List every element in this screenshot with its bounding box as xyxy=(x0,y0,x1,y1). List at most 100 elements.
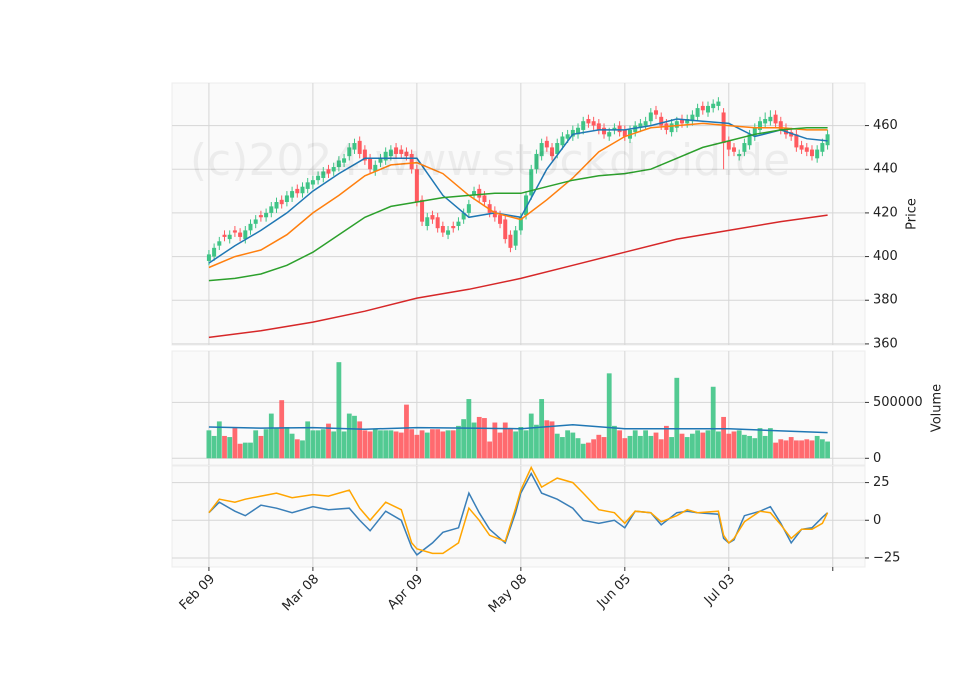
candle-body xyxy=(596,123,601,130)
volume-bar xyxy=(705,430,711,459)
candle-body xyxy=(352,143,357,150)
y-tick-label: 420 xyxy=(873,205,898,220)
volume-bar xyxy=(565,430,571,459)
volume-bar xyxy=(346,413,352,459)
volume-bar xyxy=(664,425,669,459)
candle-body xyxy=(659,116,664,126)
volume-bar xyxy=(206,430,212,459)
volume-bar xyxy=(669,437,675,459)
volume-bar xyxy=(341,431,347,459)
candle-body xyxy=(430,215,435,220)
volume-bar xyxy=(320,429,326,459)
candle-body xyxy=(705,105,710,113)
volume-bar xyxy=(809,440,815,459)
candle-body xyxy=(394,147,399,154)
candle-body xyxy=(316,175,321,181)
candle-body xyxy=(347,147,352,157)
volume-bar xyxy=(497,432,503,459)
candle-body xyxy=(378,158,383,163)
candle-body xyxy=(685,119,690,124)
volume-bar xyxy=(544,420,550,459)
volume-bar xyxy=(300,440,305,459)
candle-body xyxy=(326,169,331,174)
volume-bar xyxy=(643,430,649,459)
volume-bar xyxy=(575,438,581,459)
volume-bar xyxy=(638,435,643,459)
candle-body xyxy=(539,143,544,157)
volume-bar xyxy=(767,428,773,459)
volume-bar xyxy=(289,433,295,459)
volume-bar xyxy=(502,422,508,459)
candle-body xyxy=(222,234,227,237)
candle-body xyxy=(274,201,279,209)
candle-body xyxy=(544,140,549,148)
y-axis-label: Price xyxy=(905,198,920,230)
volume-bar xyxy=(414,434,420,459)
candle-body xyxy=(680,119,685,124)
y-tick-label: 0 xyxy=(873,513,881,528)
candle-body xyxy=(763,119,768,124)
candle-body xyxy=(529,169,534,196)
x-tick-label: Jun 05 xyxy=(594,572,634,612)
candle-body xyxy=(586,119,591,124)
candle-body xyxy=(737,153,742,157)
volume-bar xyxy=(596,434,602,459)
candle-body xyxy=(212,247,217,257)
candle-body xyxy=(711,103,716,109)
candle-body xyxy=(815,149,820,159)
candle-body xyxy=(513,230,518,246)
volume-bar xyxy=(232,428,238,459)
volume-bar xyxy=(216,421,222,459)
x-tick-label: Jul 03 xyxy=(701,572,738,609)
volume-bar xyxy=(440,431,446,459)
volume-bar xyxy=(617,430,623,459)
candle-body xyxy=(456,221,461,227)
candle-body xyxy=(742,143,747,152)
volume-bar xyxy=(237,443,243,459)
candle-body xyxy=(648,112,653,122)
volume-bar xyxy=(653,432,659,459)
candle-body xyxy=(716,101,721,106)
volume-bar xyxy=(710,386,716,459)
volume-bar xyxy=(393,431,399,459)
x-tick-label: Mar 08 xyxy=(280,572,323,615)
candle-body xyxy=(799,145,804,150)
volume-bar xyxy=(778,439,784,459)
volume-bar xyxy=(539,399,545,459)
volume-bar xyxy=(305,421,311,459)
candle-body xyxy=(768,116,773,122)
volume-bar xyxy=(695,430,700,459)
volume-bar xyxy=(450,430,456,459)
volume-bar xyxy=(606,373,612,459)
candle-body xyxy=(669,123,674,133)
volume-bar xyxy=(612,425,617,459)
candle-body xyxy=(581,121,586,130)
volume-bar xyxy=(752,438,758,459)
candle-body xyxy=(555,143,560,154)
volume-bar xyxy=(279,400,285,459)
volume-bar xyxy=(549,421,555,459)
y-tick-label: 500000 xyxy=(873,395,923,410)
candle-body xyxy=(206,254,211,261)
volume-bar xyxy=(258,435,264,459)
y-tick-label: 380 xyxy=(873,293,898,308)
volume-bar xyxy=(601,437,607,459)
candle-body xyxy=(612,127,617,130)
candle-body xyxy=(435,217,440,229)
y-tick-label: 0 xyxy=(873,451,881,466)
candle-body xyxy=(248,223,253,231)
volume-bar xyxy=(741,434,747,459)
volume-bar xyxy=(315,430,321,459)
candle-body xyxy=(420,199,425,222)
candle-body xyxy=(295,188,300,194)
candle-body xyxy=(383,151,388,161)
volume-bar xyxy=(274,428,279,459)
candle-body xyxy=(498,215,503,224)
candle-body xyxy=(654,110,659,115)
candle-body xyxy=(638,123,643,128)
volume-bar xyxy=(793,440,799,459)
volume-bar xyxy=(242,442,248,459)
candle-body xyxy=(446,230,451,235)
candle-body xyxy=(414,169,419,202)
